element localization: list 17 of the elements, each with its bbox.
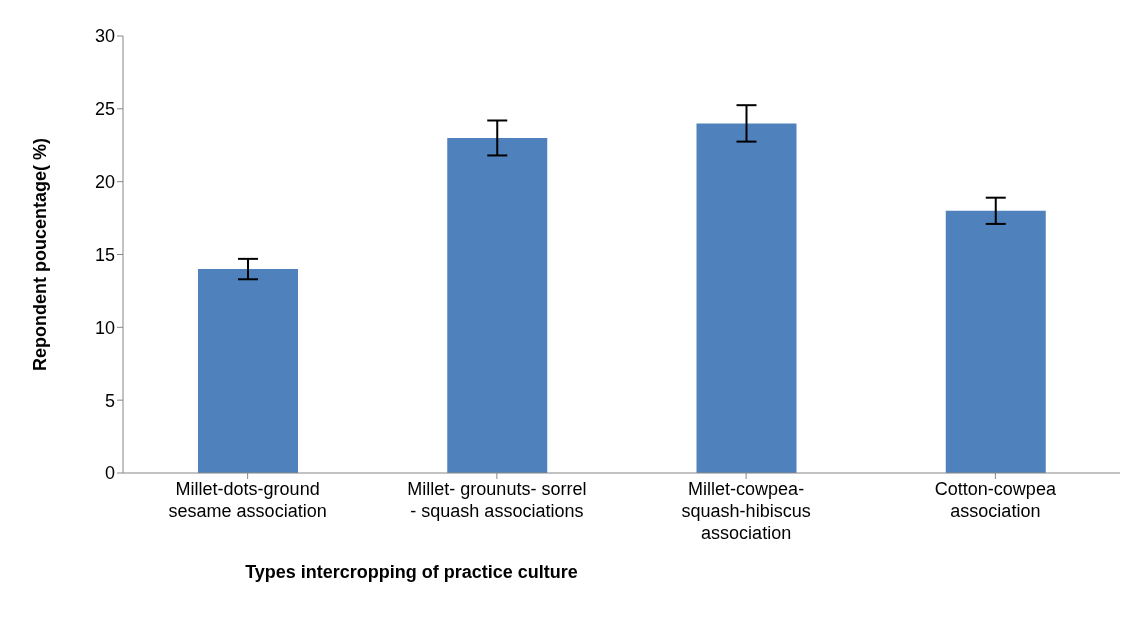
x-tick-label: Millet- grounuts- sorrel - squash associations (407, 479, 587, 521)
y-tick-label: 25 (94, 99, 115, 120)
bar (696, 123, 797, 473)
y-tick-label: 5 (104, 390, 115, 411)
bar (447, 137, 548, 473)
y-tick-label: 10 (94, 317, 115, 338)
y-tick-label: 15 (94, 244, 115, 265)
y-tick-label: 0 (104, 463, 115, 484)
bar (945, 210, 1046, 473)
x-axis-title: Types intercropping of practice culture (245, 562, 578, 582)
y-tick-label: 30 (94, 26, 115, 47)
x-tick-label: Cotton-cowpea association (934, 479, 1057, 521)
x-tick-label: Millet-dots-ground sesame association (168, 479, 327, 521)
y-tick-label: 20 (94, 172, 115, 193)
bar (198, 269, 298, 473)
y-axis-title: Repondent poucentage( %) (30, 138, 51, 371)
x-tick-label: Millet-cowpea- squash-hibiscus association (681, 479, 811, 543)
